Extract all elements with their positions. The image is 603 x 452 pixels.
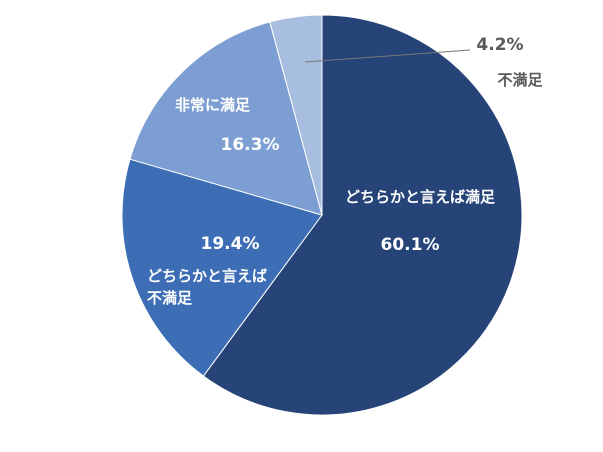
slice-label: どちらかと言えば 不満足: [147, 267, 268, 307]
slice-label: 非常に満足: [175, 96, 251, 114]
leader-line: [304, 49, 471, 63]
value-label: 19.4%: [200, 234, 260, 254]
value-label: 4.2%: [476, 35, 524, 55]
pie-slice: [269, 14, 323, 216]
value-label: 60.1%: [380, 235, 440, 255]
pie-slice: [121, 158, 323, 377]
slice-label: 不満足: [497, 71, 543, 89]
value-label: 16.3%: [220, 135, 280, 155]
slice-label: どちらかと言えば満足: [344, 188, 496, 206]
pie-slice: [202, 14, 523, 416]
pie-slice: [129, 21, 323, 216]
